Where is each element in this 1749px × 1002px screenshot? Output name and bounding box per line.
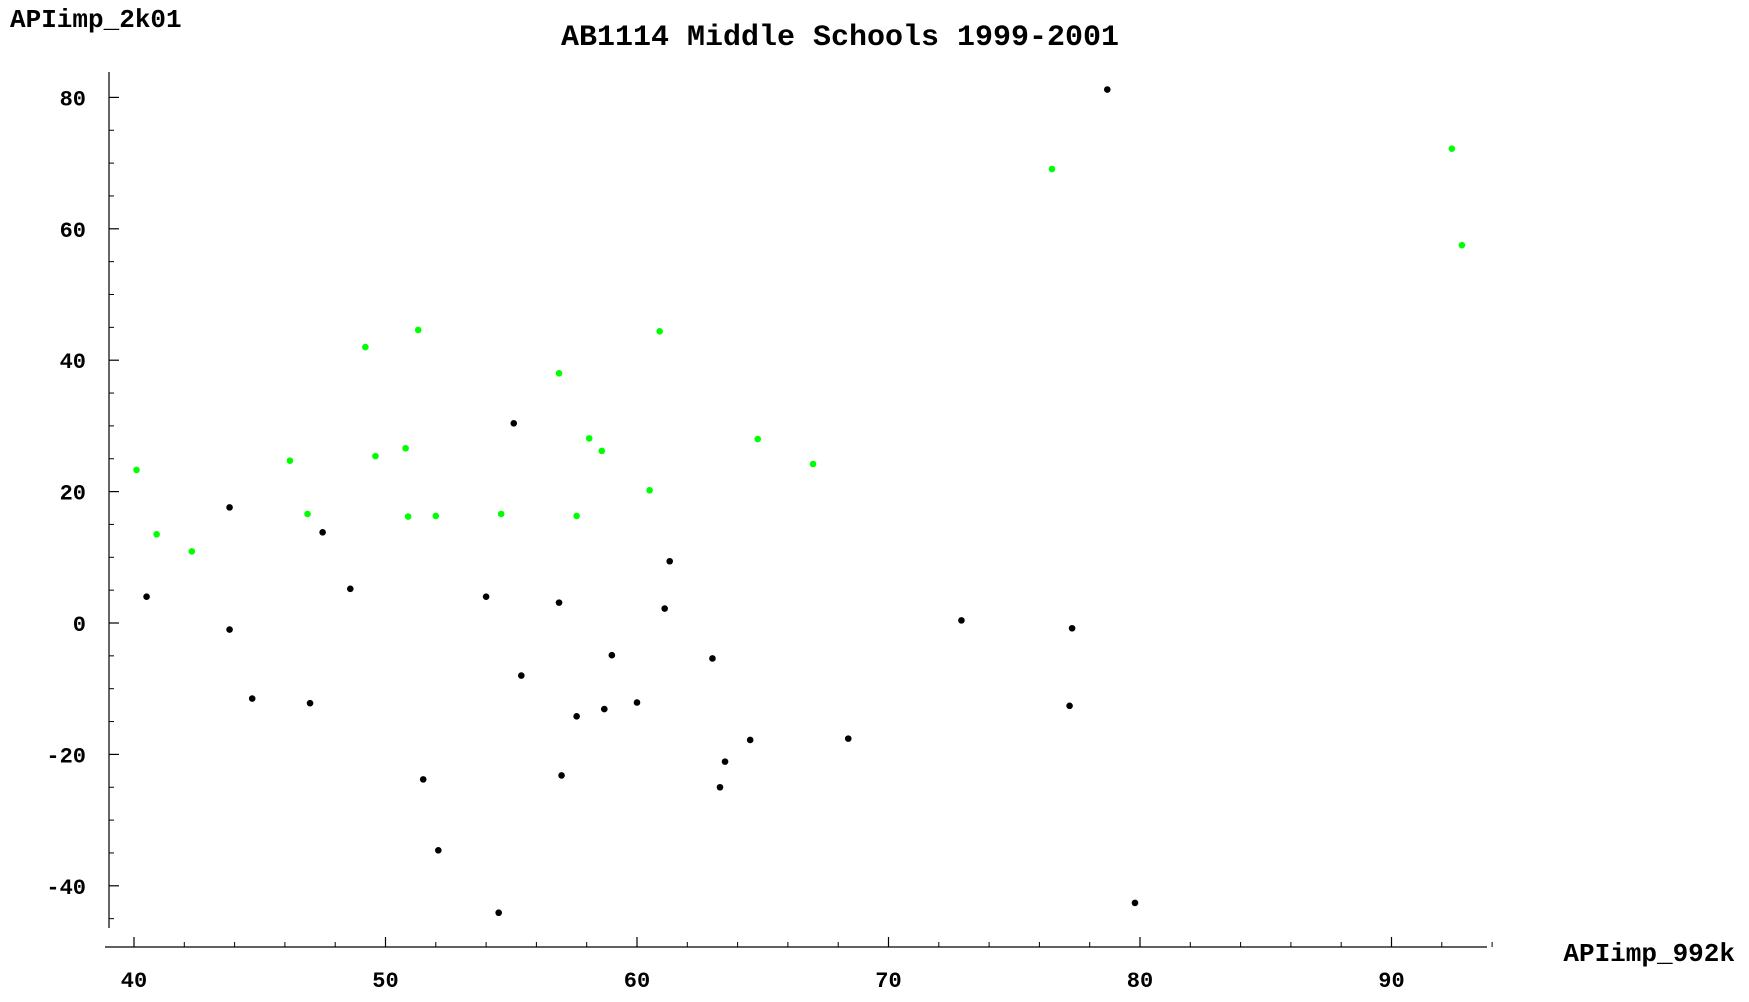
data-point-black bbox=[346, 585, 354, 593]
data-point-green bbox=[153, 531, 160, 538]
data-point-green bbox=[754, 435, 762, 443]
axes: 40 50 60 70 80 90 -40 -20 0 20 40 60 80 bbox=[46, 72, 1493, 994]
x-tick-label: 80 bbox=[1127, 969, 1153, 994]
data-point-black bbox=[608, 651, 616, 659]
data-point-black bbox=[510, 419, 518, 427]
data-point-green bbox=[573, 512, 580, 520]
data-point-black bbox=[558, 772, 565, 779]
data-point-black bbox=[143, 593, 150, 601]
data-point-green bbox=[497, 510, 505, 518]
y-tick-label: 0 bbox=[73, 613, 86, 638]
data-point-black bbox=[746, 736, 754, 744]
data-point-black bbox=[716, 783, 724, 791]
data-point-black bbox=[661, 605, 668, 612]
data-point-green bbox=[585, 435, 593, 442]
data-point-black bbox=[306, 699, 314, 707]
data-point-black bbox=[601, 705, 608, 713]
y-tick-label: 60 bbox=[60, 219, 86, 244]
data-point-green bbox=[286, 457, 294, 465]
data-point-green bbox=[362, 343, 369, 351]
data-point-green bbox=[372, 452, 379, 460]
data-point-black bbox=[226, 504, 233, 511]
data-point-black bbox=[666, 557, 673, 565]
chart-title: AB1114 Middle Schools 1999-2001 bbox=[561, 21, 1119, 55]
data-point-green bbox=[555, 370, 563, 377]
y-tick-label: -40 bbox=[46, 876, 86, 901]
data-point-green bbox=[188, 548, 196, 555]
x-tick-label: 90 bbox=[1378, 969, 1404, 994]
y-tick-label: 40 bbox=[60, 350, 86, 375]
y-tick-label: -20 bbox=[46, 744, 86, 769]
y-tick-label: 20 bbox=[60, 482, 86, 507]
data-point-green bbox=[432, 512, 440, 520]
x-tick-label: 50 bbox=[372, 969, 398, 994]
data-point-black bbox=[555, 599, 563, 606]
data-point-green bbox=[404, 513, 412, 520]
data-point-black bbox=[518, 672, 525, 679]
y-tick-label: 80 bbox=[60, 87, 86, 112]
data-points bbox=[133, 86, 1466, 917]
data-point-green bbox=[414, 326, 422, 334]
data-point-black bbox=[958, 617, 965, 624]
data-point-black bbox=[435, 847, 442, 854]
data-point-green bbox=[402, 444, 409, 452]
y-axis-title: APIimp_2k01 bbox=[10, 5, 182, 35]
data-point-green bbox=[598, 447, 606, 455]
data-point-black bbox=[844, 735, 852, 742]
data-point-green bbox=[1448, 145, 1456, 152]
data-point-black bbox=[248, 695, 256, 702]
data-point-green bbox=[646, 486, 653, 494]
data-point-green bbox=[133, 466, 140, 474]
data-point-black bbox=[633, 699, 641, 706]
data-point-black bbox=[482, 593, 490, 601]
data-point-green bbox=[304, 510, 311, 518]
data-point-black bbox=[709, 655, 716, 662]
x-tick-label: 70 bbox=[875, 969, 901, 994]
data-point-black bbox=[319, 529, 326, 536]
x-tick-label: 40 bbox=[121, 969, 147, 994]
data-point-green bbox=[809, 460, 817, 468]
data-point-green bbox=[1048, 165, 1056, 173]
data-point-black bbox=[226, 626, 233, 633]
data-point-black bbox=[573, 712, 580, 720]
data-point-black bbox=[721, 758, 729, 765]
data-point-green bbox=[1458, 241, 1466, 249]
x-axis-title: APIimp_992k bbox=[1563, 939, 1735, 969]
data-point-black bbox=[1068, 624, 1076, 632]
data-point-black bbox=[1066, 702, 1073, 710]
data-point-black bbox=[419, 776, 427, 783]
data-point-green bbox=[656, 327, 663, 335]
data-point-black bbox=[1104, 86, 1111, 93]
data-point-black bbox=[495, 909, 502, 917]
data-point-black bbox=[1131, 899, 1139, 907]
x-tick-label: 60 bbox=[624, 969, 650, 994]
